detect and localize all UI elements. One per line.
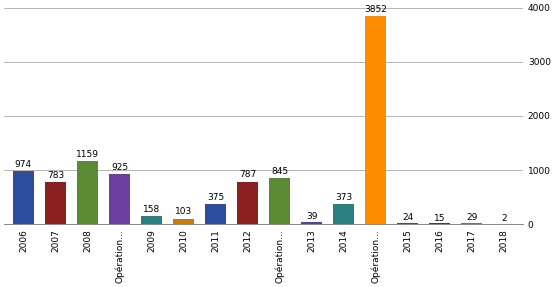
Text: 24: 24 [402,213,413,222]
Bar [109,174,130,224]
Bar [205,204,226,224]
Text: 787: 787 [239,170,256,179]
Text: 373: 373 [335,193,352,202]
Bar [237,182,258,224]
Bar [13,172,34,224]
Bar [365,16,386,224]
Bar [173,219,194,224]
Text: 974: 974 [15,160,32,169]
Text: 39: 39 [306,212,317,221]
Text: 103: 103 [175,208,192,216]
Bar [301,222,322,224]
Bar [430,223,450,224]
Text: 1159: 1159 [76,150,99,159]
Text: 158: 158 [143,205,160,214]
Text: 845: 845 [271,167,288,176]
Text: 29: 29 [466,213,477,222]
Bar [269,179,290,224]
Bar [461,223,482,224]
Bar [141,216,162,224]
Text: 15: 15 [434,214,446,223]
Bar [397,223,418,224]
Text: 783: 783 [47,171,64,180]
Bar [45,182,66,224]
Text: 925: 925 [111,163,128,172]
Text: 3852: 3852 [364,5,387,13]
Text: 375: 375 [207,193,224,202]
Bar [333,204,354,224]
Bar [77,162,98,224]
Text: 2: 2 [501,214,507,223]
